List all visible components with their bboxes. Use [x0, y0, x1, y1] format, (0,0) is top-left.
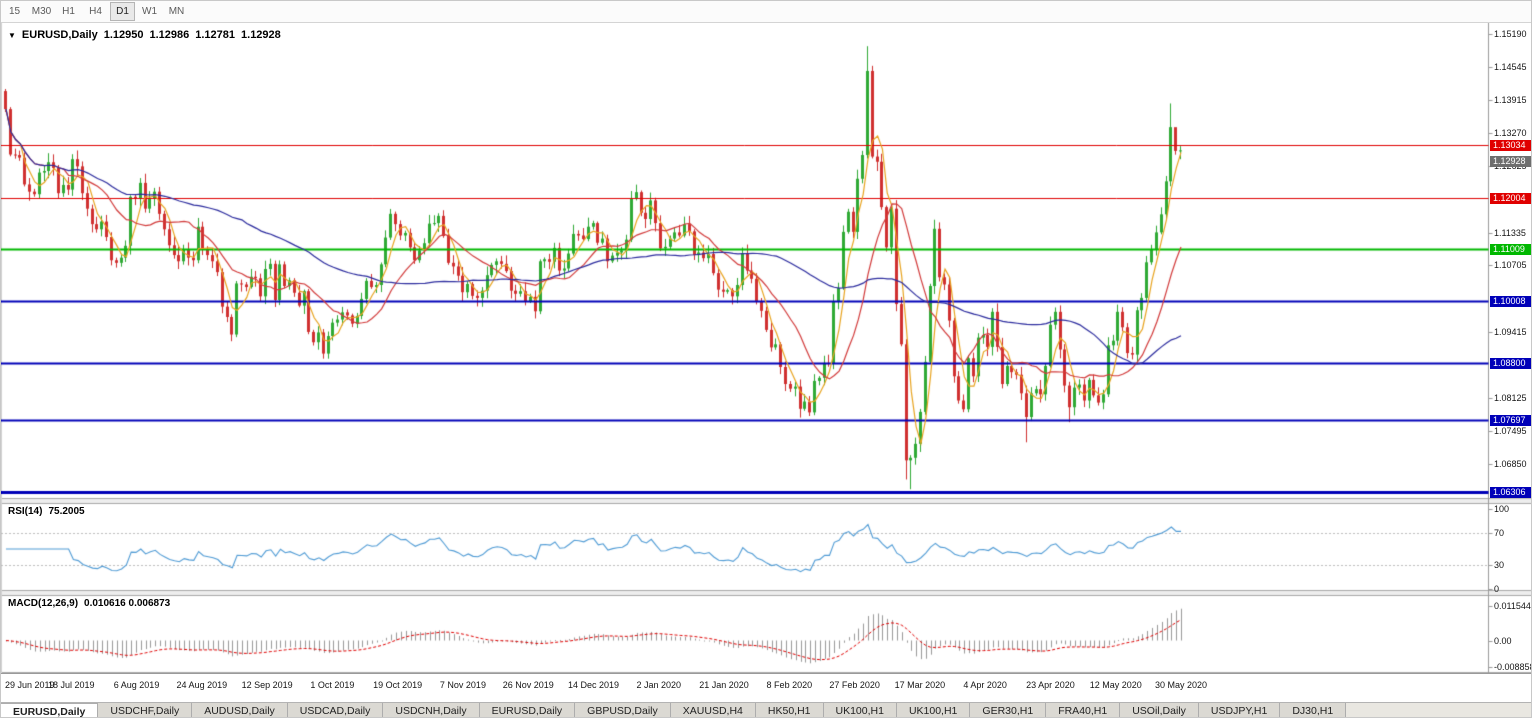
hline-price-badge: 1.07697: [1490, 414, 1531, 426]
hline-price-badge: 1.13034: [1490, 139, 1531, 151]
chart-tab[interactable]: USDCHF,Daily: [98, 703, 193, 717]
timeframe-button-w1[interactable]: W1: [137, 2, 162, 21]
chart-dropdown-icon[interactable]: ▼: [8, 31, 16, 40]
price-axis-label: 1.11335: [1494, 227, 1526, 238]
quote-close: 1.12928: [241, 29, 281, 41]
quote-low: 1.12781: [195, 29, 236, 41]
date-label: 23 Apr 2020: [1026, 680, 1075, 690]
chart-tab[interactable]: USOil,Daily: [1120, 703, 1199, 717]
price-axis-label: 1.10705: [1494, 260, 1527, 271]
macd-label: MACD(12,26,9): [8, 598, 79, 609]
date-label: 12 May 2020: [1089, 680, 1142, 690]
macd-indicator-header: MACD(12,26,9) 0.010616 0.006873: [8, 598, 170, 609]
date-label: 26 Nov 2019: [502, 680, 554, 690]
date-label: 2 Jan 2020: [636, 680, 682, 690]
chart-tab-bar: EURUSD,Daily USDCHF,Daily AUDUSD,Daily USDC…: [1, 702, 1531, 717]
chart-tab[interactable]: XAUUSD,H4: [670, 703, 756, 717]
timeframe-button-15[interactable]: 15: [2, 2, 27, 21]
date-label: 19 Oct 2019: [373, 680, 423, 690]
rsi-axis-label: 70: [1494, 528, 1505, 538]
hline-price-badge: 1.12004: [1490, 192, 1531, 204]
macd-value: 0.010616 0.006873: [84, 598, 171, 609]
rsi-axis-label: 100: [1494, 504, 1510, 514]
date-label: 29 Jun 2019: [5, 680, 55, 690]
date-label: 27 Feb 2020: [829, 680, 880, 690]
chart-tab[interactable]: HK50,H1: [755, 703, 824, 717]
date-label: 18 Jul 2019: [47, 680, 95, 690]
rsi-axis-label: 0: [1494, 584, 1500, 594]
quote-open: 1.12950: [103, 29, 144, 41]
rsi-label: RSI(14): [8, 506, 43, 517]
timeframe-toolbar: 15 M30 H1 H4 D1 W1 MN: [1, 1, 1531, 23]
pane-separator[interactable]: [1, 588, 1489, 594]
rsi-axis-label: 30: [1494, 560, 1505, 570]
chart-tab[interactable]: AUDUSD,Daily: [192, 703, 288, 717]
date-label: 6 Aug 2019: [113, 680, 160, 690]
chart-tab[interactable]: FRA40,H1: [1046, 703, 1121, 717]
price-axis-label: 1.08125: [1494, 393, 1527, 404]
macd-axis-label: 0.00: [1494, 635, 1512, 646]
chart-tab[interactable]: GER30,H1: [970, 703, 1047, 717]
chart-canvas[interactable]: [1, 23, 1531, 673]
date-label: 8 Feb 2020: [766, 680, 813, 690]
chart-symbol-period: EURUSD,Daily: [21, 29, 98, 41]
price-axis-label: 1.13915: [1494, 94, 1527, 105]
current-price-badge: 1.12928: [1490, 156, 1531, 168]
price-axis-label: 1.14545: [1494, 62, 1527, 73]
chart-tab[interactable]: USDCNH,Daily: [383, 703, 480, 717]
date-label: 17 Mar 2020: [894, 680, 946, 690]
chart-tab[interactable]: USDJPY,H1: [1198, 703, 1281, 717]
chart-tab[interactable]: EURUSD,Daily: [479, 703, 576, 717]
date-axis: 29 Jun 2019 18 Jul 2019 6 Aug 2019 24 Aug 2…: [1, 673, 1531, 697]
timeframe-button-h4[interactable]: H4: [83, 2, 108, 21]
quote-high: 1.12986: [149, 29, 190, 41]
rsi-value: 75.2005: [48, 506, 85, 517]
price-axis-label: 1.15190: [1494, 28, 1527, 39]
timeframe-button-m30[interactable]: M30: [29, 2, 54, 21]
date-label: 12 Sep 2019: [241, 680, 293, 690]
timeframe-button-mn[interactable]: MN: [164, 2, 189, 21]
date-label: 1 Oct 2019: [310, 680, 355, 690]
date-label: 7 Nov 2019: [439, 680, 486, 690]
date-label: 4 Apr 2020: [963, 680, 1007, 690]
price-axis-label: 1.06850: [1494, 458, 1527, 469]
chart-tab[interactable]: UK100,H1: [896, 703, 971, 717]
chart-tab[interactable]: EURUSD,Daily: [1, 703, 99, 717]
date-label: 14 Dec 2019: [567, 680, 620, 690]
date-label: 24 Aug 2019: [176, 680, 228, 690]
chart-tab[interactable]: GBPUSD,Daily: [575, 703, 671, 717]
date-label: 30 May 2020: [1154, 680, 1208, 690]
chart-title: ▼ EURUSD,Daily 1.12950 1.12986 1.12781 1…: [8, 29, 281, 41]
macd-axis-label: 0.011544: [1494, 600, 1531, 611]
price-axis-label: 1.07495: [1494, 425, 1527, 436]
hline-price-badge: 1.06306: [1490, 486, 1531, 498]
chart-tab[interactable]: DJ30,H1: [1280, 703, 1347, 717]
price-axis-label: 1.09415: [1494, 326, 1527, 337]
macd-axis-label: -0.008858: [1494, 662, 1532, 673]
chart-tab[interactable]: UK100,H1: [823, 703, 897, 717]
chart-tab[interactable]: USDCAD,Daily: [287, 703, 384, 717]
hline-price-badge: 1.08800: [1490, 357, 1531, 369]
price-axis-label: 1.13270: [1494, 127, 1527, 138]
date-label: 21 Jan 2020: [699, 680, 749, 690]
hline-price-badge: 1.10008: [1490, 295, 1531, 307]
rsi-indicator-header: RSI(14) 75.2005: [8, 506, 85, 517]
pane-separator[interactable]: [1, 497, 1489, 503]
timeframe-button-h1[interactable]: H1: [56, 2, 81, 21]
timeframe-button-d1[interactable]: D1: [110, 2, 135, 21]
hline-price-badge: 1.11009: [1490, 243, 1531, 255]
